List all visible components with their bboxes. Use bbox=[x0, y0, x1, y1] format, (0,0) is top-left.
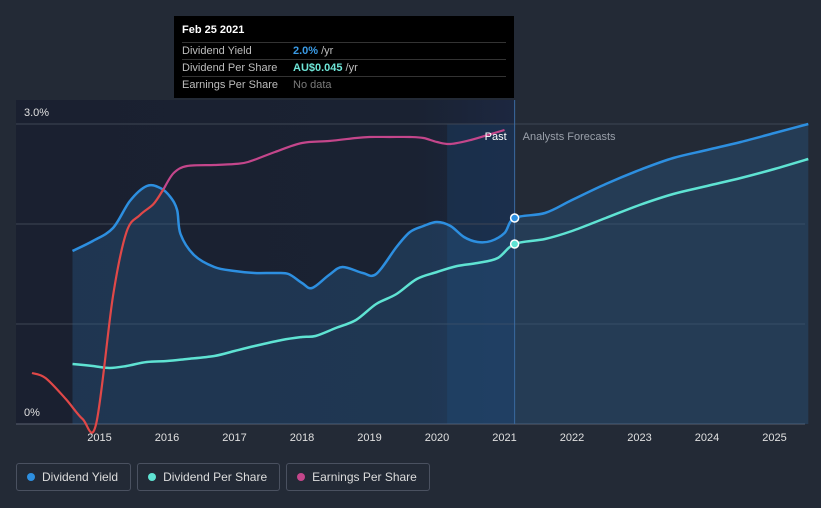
tooltip-unit: /yr bbox=[345, 62, 358, 74]
x-tick-label: 2018 bbox=[290, 432, 314, 444]
tooltip-row-dividend-yield: Dividend Yield 2.0% /yr bbox=[182, 42, 506, 59]
x-tick-label: 2022 bbox=[560, 432, 584, 444]
dividend-yield-line bbox=[71, 122, 809, 290]
legend-item-dividend-yield[interactable]: Dividend Yield bbox=[16, 463, 132, 491]
tooltip-row-earnings-per-share: Earnings Per Share No data bbox=[182, 76, 506, 93]
x-tick-label: 2015 bbox=[87, 432, 111, 444]
tooltip-value: 2.0% bbox=[293, 45, 319, 57]
x-tick-label: 2025 bbox=[762, 432, 786, 444]
x-tick-label: 2019 bbox=[357, 432, 381, 444]
grid-lines bbox=[16, 123, 805, 425]
past-region-label: Past bbox=[485, 131, 507, 143]
legend-label: Dividend Per Share bbox=[163, 470, 268, 484]
legend-item-earnings-per-share[interactable]: Earnings Per Share bbox=[286, 463, 430, 491]
tooltip-label: Dividend Per Share bbox=[182, 62, 278, 74]
legend: Dividend Yield Dividend Per Share Earnin… bbox=[16, 463, 430, 491]
tooltip: Feb 25 2021 Dividend Yield 2.0% /yr Divi… bbox=[174, 16, 514, 98]
earnings-per-share-line bbox=[162, 128, 505, 190]
tooltip-value: No data bbox=[293, 79, 332, 91]
legend-dot-icon bbox=[297, 473, 306, 481]
y-tick-label-bottom: 0% bbox=[24, 407, 40, 419]
y-tick-label-top: 3.0% bbox=[24, 107, 49, 119]
legend-label: Dividend Yield bbox=[42, 470, 119, 484]
x-tick-label: 2024 bbox=[695, 432, 719, 444]
forecast-region-label: Analysts Forecasts bbox=[523, 131, 616, 143]
tooltip-date: Feb 25 2021 bbox=[182, 24, 245, 36]
tooltip-row-dividend-per-share: Dividend Per Share AU$0.045 /yr bbox=[182, 59, 506, 76]
x-tick-label: 2021 bbox=[492, 432, 516, 444]
tooltip-label: Dividend Yield bbox=[182, 45, 252, 57]
legend-label: Earnings Per Share bbox=[312, 470, 417, 484]
x-tick-label: 2016 bbox=[155, 432, 179, 444]
tooltip-label: Earnings Per Share bbox=[182, 79, 278, 91]
x-tick-label: 2023 bbox=[627, 432, 651, 444]
hover-highlight-band bbox=[447, 124, 515, 424]
tooltip-value: AU$0.045 bbox=[293, 62, 343, 74]
dividend-per-share-point bbox=[509, 239, 520, 249]
tooltip-unit: /yr bbox=[321, 45, 334, 57]
dividend-yield-area bbox=[72, 124, 809, 424]
legend-item-dividend-per-share[interactable]: Dividend Per Share bbox=[137, 463, 281, 491]
x-tick-label: 2020 bbox=[425, 432, 449, 444]
x-tick-label: 2017 bbox=[222, 432, 246, 444]
legend-dot-icon bbox=[27, 473, 35, 481]
dividend-yield-point bbox=[509, 213, 520, 223]
legend-dot-icon bbox=[148, 473, 157, 481]
dividend-per-share-line bbox=[72, 157, 809, 370]
earnings-per-share-line-negative bbox=[31, 188, 165, 434]
past-region-background bbox=[16, 100, 515, 424]
